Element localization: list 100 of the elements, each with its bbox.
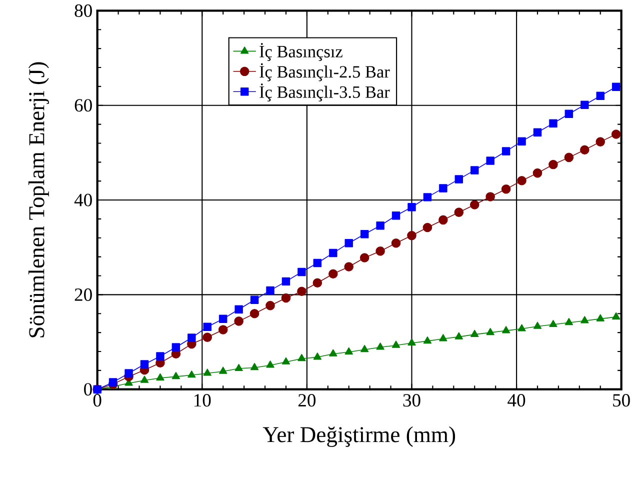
point	[549, 320, 558, 327]
point	[502, 146, 510, 156]
point	[234, 305, 243, 314]
point	[218, 324, 228, 334]
legend-label: İç Basınçlı-2.5 Bar	[260, 63, 390, 82]
point	[470, 200, 480, 210]
point	[188, 370, 196, 378]
point	[108, 378, 118, 386]
point	[188, 333, 196, 342]
x-tick-label: 20	[298, 394, 316, 406]
point	[612, 312, 620, 320]
point	[156, 352, 164, 360]
point	[297, 286, 306, 296]
point	[549, 119, 558, 128]
point	[250, 308, 260, 318]
point	[250, 362, 259, 370]
point	[454, 208, 464, 217]
point	[518, 137, 526, 146]
point	[612, 82, 620, 91]
point	[360, 230, 369, 238]
point	[486, 328, 494, 335]
y-axis-title: Sönümlenen Toplam Enerji (J)	[28, 62, 49, 338]
point	[328, 269, 338, 278]
point	[454, 332, 463, 340]
point	[203, 322, 212, 331]
y-tick-label: 20	[74, 288, 92, 301]
point	[376, 246, 385, 256]
point	[329, 349, 338, 356]
point	[234, 316, 244, 326]
point	[422, 222, 432, 232]
point	[298, 354, 306, 361]
point	[218, 314, 228, 323]
y-tick-label: 0	[84, 382, 92, 396]
x-axis-title: Yer Değiştirme (mm)	[262, 426, 456, 447]
point	[392, 340, 400, 348]
point	[156, 373, 164, 380]
point	[501, 184, 511, 194]
legend-label: İç Basınçsız	[260, 42, 342, 61]
point	[376, 342, 384, 350]
point	[172, 372, 180, 379]
point	[266, 286, 274, 294]
point	[439, 184, 448, 192]
point	[203, 368, 212, 376]
point	[533, 128, 542, 136]
point	[312, 278, 322, 288]
point	[548, 160, 558, 170]
point	[454, 174, 464, 184]
point	[470, 166, 479, 174]
point	[234, 364, 243, 371]
point	[281, 293, 291, 302]
y-tick-label: 40	[74, 194, 92, 206]
point	[282, 277, 290, 286]
point	[313, 258, 322, 267]
point	[360, 252, 370, 262]
point	[360, 344, 369, 352]
point	[219, 366, 228, 374]
x-tick-label: 50	[613, 394, 630, 406]
point	[564, 318, 574, 325]
point	[329, 248, 338, 257]
point	[172, 342, 180, 352]
point	[376, 221, 384, 230]
point	[298, 268, 306, 276]
point	[564, 110, 574, 118]
x-tick-label: 10	[194, 394, 211, 406]
point	[392, 211, 400, 220]
point	[486, 156, 494, 165]
point	[266, 360, 274, 368]
point	[266, 300, 275, 310]
point	[580, 316, 589, 324]
point	[470, 330, 479, 337]
point	[611, 129, 621, 139]
point	[202, 332, 212, 342]
point	[408, 202, 416, 212]
point	[250, 296, 259, 304]
y-tick-label: 60	[74, 98, 92, 112]
point	[502, 326, 510, 334]
point	[423, 336, 432, 344]
point	[313, 352, 322, 360]
point	[407, 230, 416, 240]
point	[344, 262, 354, 272]
point	[423, 192, 432, 202]
point	[517, 176, 526, 186]
point	[486, 192, 495, 202]
point	[564, 152, 574, 162]
point	[580, 100, 589, 109]
point	[439, 334, 448, 342]
point	[140, 360, 149, 368]
x-tick-label: 0	[93, 394, 102, 406]
point	[438, 215, 448, 224]
point	[518, 324, 526, 332]
point	[391, 238, 401, 248]
point	[140, 376, 149, 383]
y-tick-label: 80	[74, 4, 92, 17]
point	[533, 322, 542, 329]
point	[532, 168, 542, 178]
x-tick-label: 30	[403, 394, 420, 406]
point	[344, 347, 353, 354]
point	[580, 145, 590, 154]
point	[124, 368, 133, 378]
point	[596, 92, 604, 100]
